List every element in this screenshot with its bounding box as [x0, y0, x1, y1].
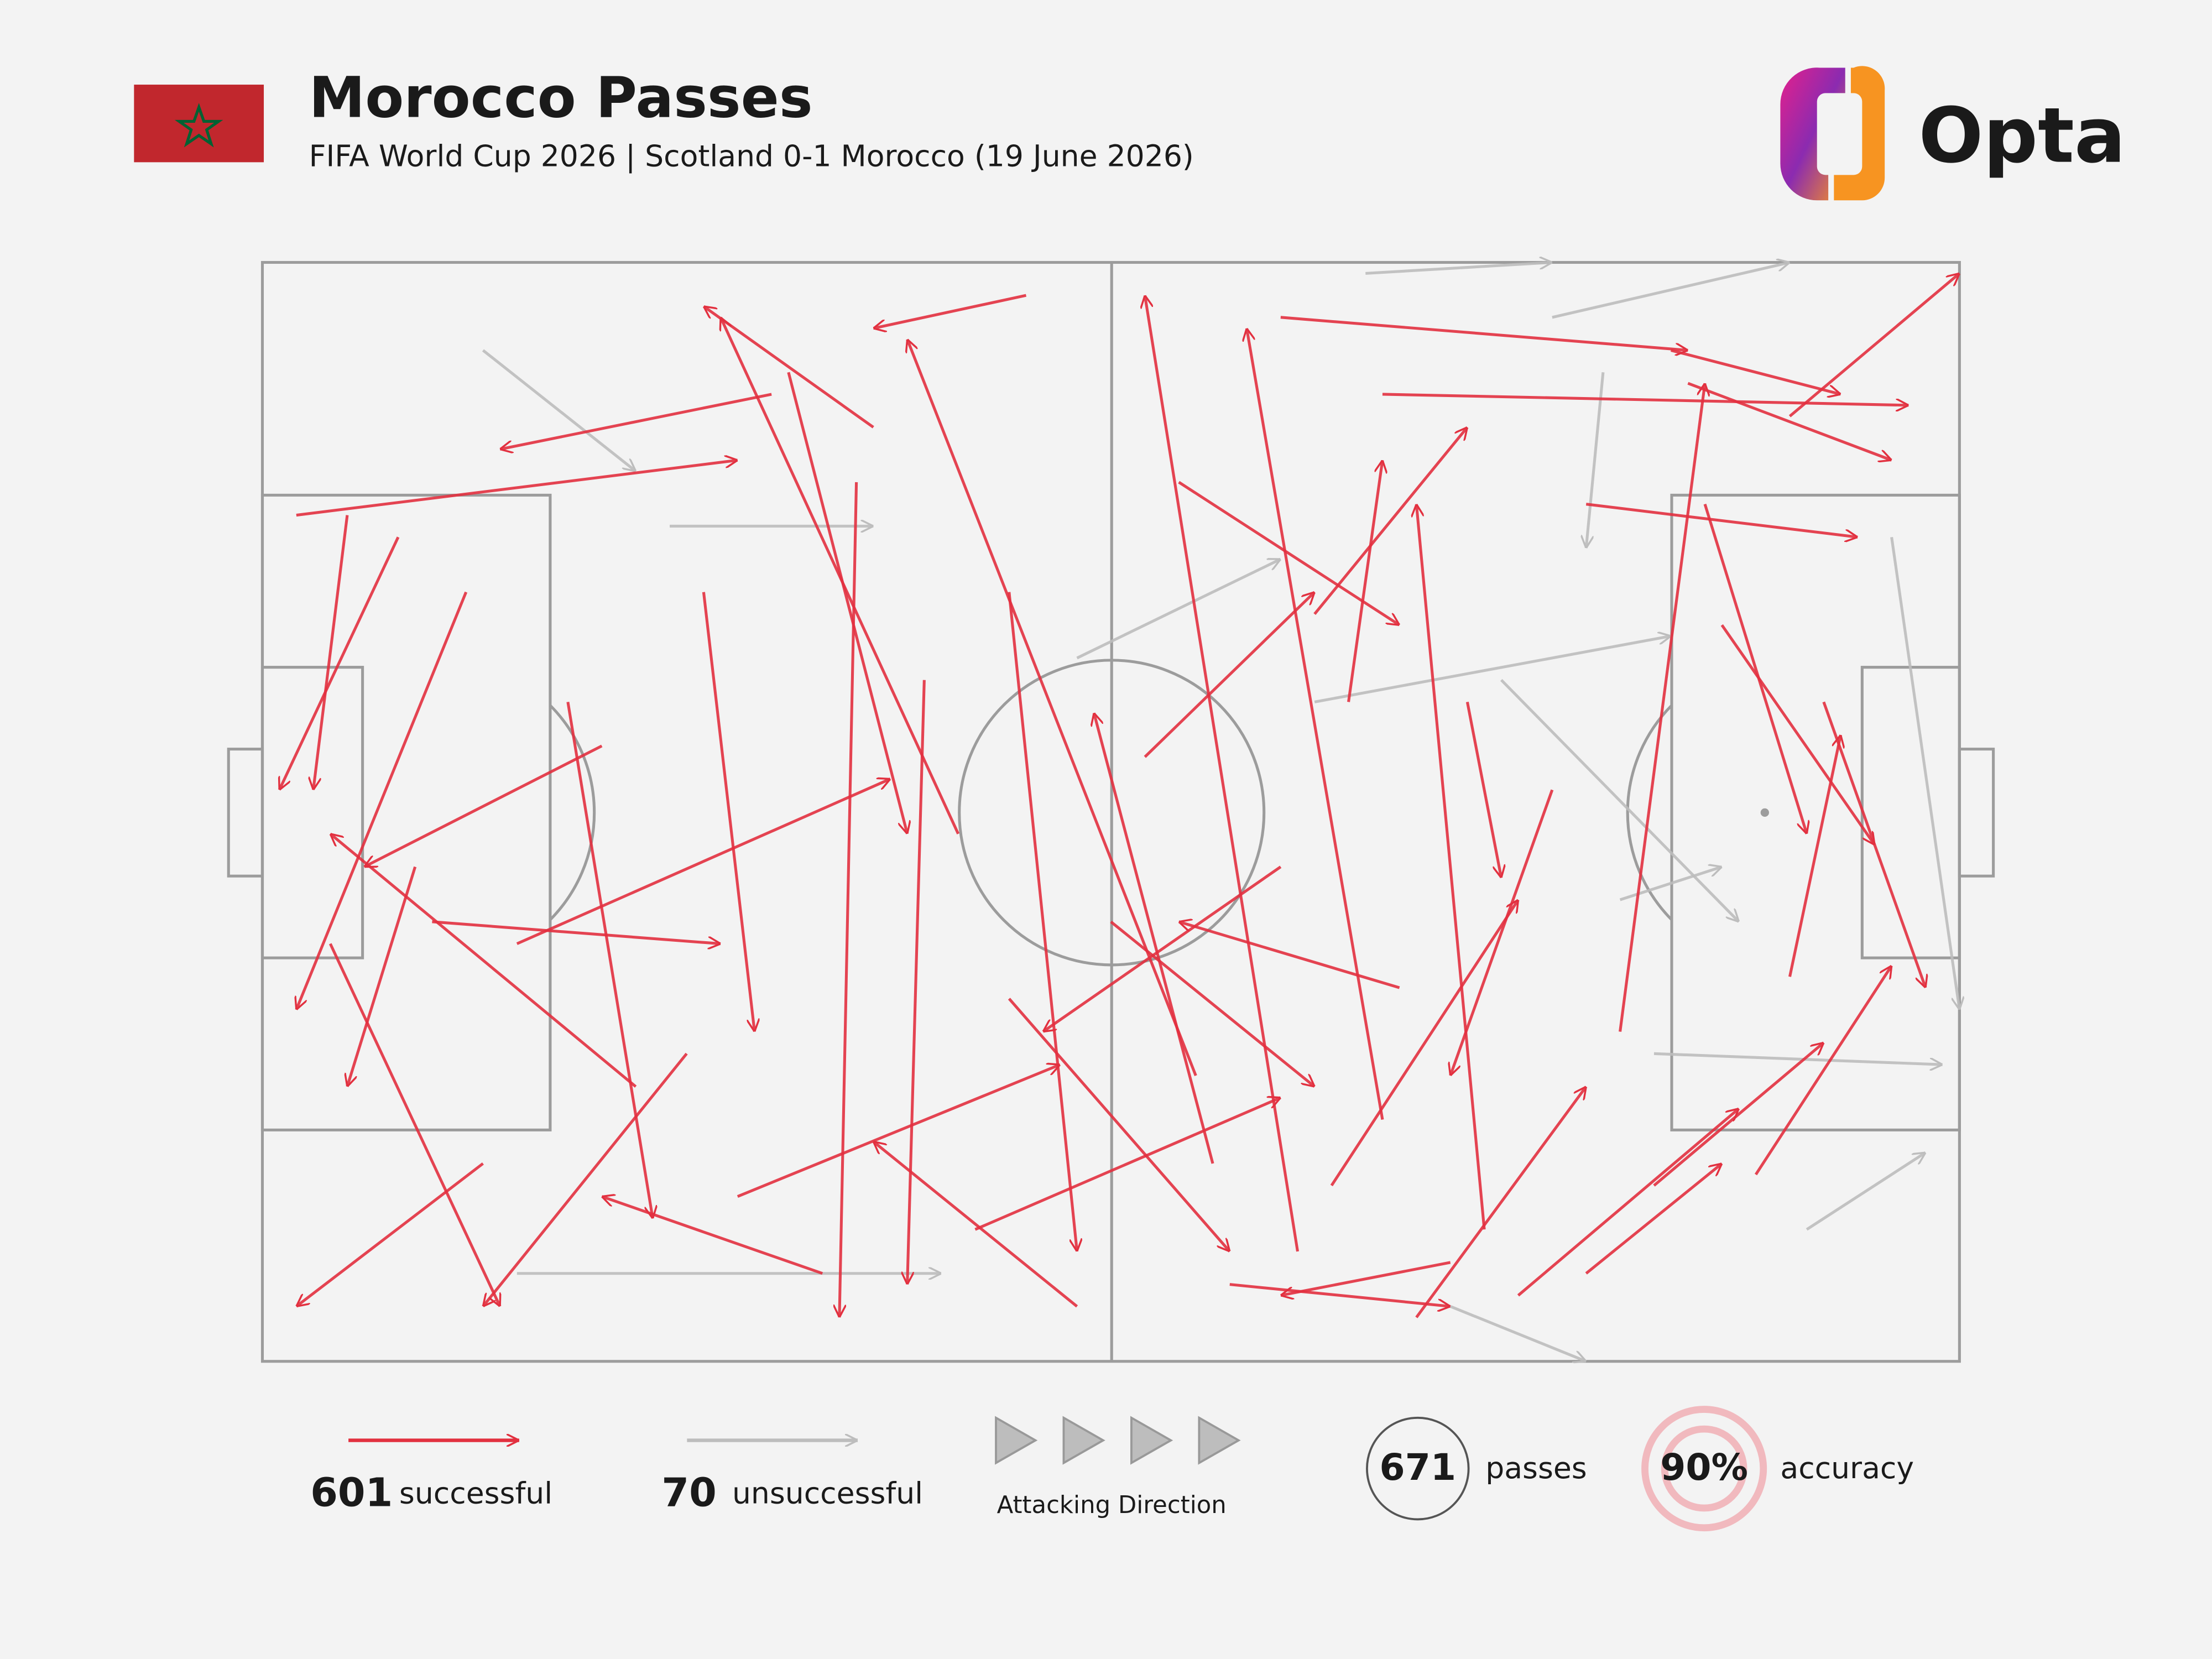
- successful-pass: [907, 680, 926, 1285]
- successful-pass: [330, 834, 637, 1088]
- successful-pass: [328, 943, 500, 1307]
- successful-pass: [1619, 383, 1705, 1032]
- direction-label: Attacking Direction: [997, 1491, 1227, 1519]
- unsuccessful-pass: [1653, 1052, 1943, 1065]
- successful-pass: [873, 1141, 1078, 1308]
- successful-pass: [787, 372, 907, 834]
- successful-pass: [1280, 316, 1688, 351]
- successful-count: 601: [310, 1470, 393, 1516]
- unsuccessful-pass: [1449, 1305, 1587, 1361]
- successful-pass: [1008, 592, 1077, 1251]
- successful-pass: [1094, 713, 1214, 1164]
- successful-pass: [1043, 865, 1282, 1031]
- brand: Opta: [1918, 92, 2126, 180]
- title: Morocco Passes: [309, 65, 813, 131]
- successful-pass: [1465, 701, 1501, 878]
- successful-pass: [516, 779, 890, 945]
- flag: [134, 85, 264, 163]
- successful-pass: [1347, 460, 1383, 702]
- successful-pass: [1415, 1087, 1586, 1318]
- successful-pass: [1313, 427, 1467, 615]
- successful-pass: [1330, 900, 1520, 1187]
- successful-pass: [1788, 273, 1959, 418]
- accuracy-label: accuracy: [1780, 1451, 1914, 1485]
- brand-logo: Opta: [1780, 66, 2126, 201]
- successful-pass: [1653, 1042, 1824, 1187]
- successful-pass: [1671, 348, 1841, 394]
- successful-pass: [566, 701, 653, 1218]
- successful-pass: [279, 536, 400, 790]
- passes-count: 671: [1380, 1446, 1456, 1489]
- unsuccessful-label: unsuccessful: [732, 1476, 923, 1511]
- successful-pass: [1585, 1164, 1722, 1275]
- passes-badge: [1366, 1416, 1470, 1521]
- unsuccessful-pass: [482, 349, 635, 471]
- successful-pass: [1144, 592, 1314, 758]
- successful-pass: [1246, 328, 1384, 1120]
- successful-label: successful: [399, 1476, 552, 1511]
- successful-pass: [1008, 998, 1230, 1251]
- successful-pass: [296, 460, 738, 517]
- unsuccessful-count: 70: [661, 1470, 716, 1516]
- successful-pass: [364, 744, 603, 868]
- successful-pass: [1281, 1261, 1451, 1296]
- successful-pass: [314, 515, 349, 790]
- successful-pass: [702, 592, 754, 1032]
- successful-pass: [1788, 735, 1840, 977]
- unsuccessful-pass: [1586, 372, 1605, 548]
- successful-pass: [974, 1098, 1280, 1231]
- successful-pass: [1687, 382, 1891, 460]
- successful-pass: [500, 393, 772, 449]
- unsuccessful-pass: [1890, 536, 1960, 1010]
- successful-pass: [483, 1052, 688, 1306]
- successful-pass: [296, 591, 468, 1010]
- subtitle: FIFA World Cup 2026 | Scotland 0-1 Moroc…: [309, 138, 1194, 173]
- successful-pass: [296, 1162, 484, 1306]
- successful-pass: [1451, 789, 1554, 1076]
- successful-pass: [1382, 393, 1908, 405]
- unsuccessful-pass: [1500, 679, 1739, 922]
- successful-pass: [432, 920, 721, 944]
- successful-pass: [347, 866, 417, 1086]
- successful-pass: [1110, 920, 1314, 1087]
- unsuccessful-pass: [1314, 636, 1671, 703]
- accuracy-value: 90%: [1660, 1446, 1748, 1489]
- unsuccessful-pass: [1076, 557, 1281, 660]
- accuracy-badge: [1641, 1406, 1767, 1532]
- unsuccessful-pass: [1365, 262, 1552, 275]
- successful-pass: [1517, 1109, 1739, 1297]
- successful-pass: [1754, 966, 1893, 1176]
- successful-pass: [1145, 295, 1300, 1252]
- successful-pass: [1179, 922, 1400, 989]
- successful-pass: [1720, 624, 1875, 844]
- passes: [279, 262, 1959, 1361]
- unsuccessful-pass: [1552, 262, 1790, 319]
- legend: 601 successful 70 unsuccessful Attacking…: [310, 1406, 1914, 1532]
- successful-pass: [1585, 503, 1858, 538]
- successful-pass: [873, 294, 1027, 328]
- passes-label: passes: [1485, 1451, 1587, 1485]
- direction-arrows: [995, 1416, 1241, 1465]
- successful-pass: [703, 306, 874, 429]
- successful-pass: [1416, 504, 1486, 1230]
- successful-pass: [602, 1197, 823, 1275]
- successful-pass: [1703, 503, 1807, 834]
- successful-pass: [737, 1065, 1060, 1198]
- successful-pass: [1229, 1283, 1451, 1307]
- unsuccessful-pass: [1806, 1151, 1926, 1231]
